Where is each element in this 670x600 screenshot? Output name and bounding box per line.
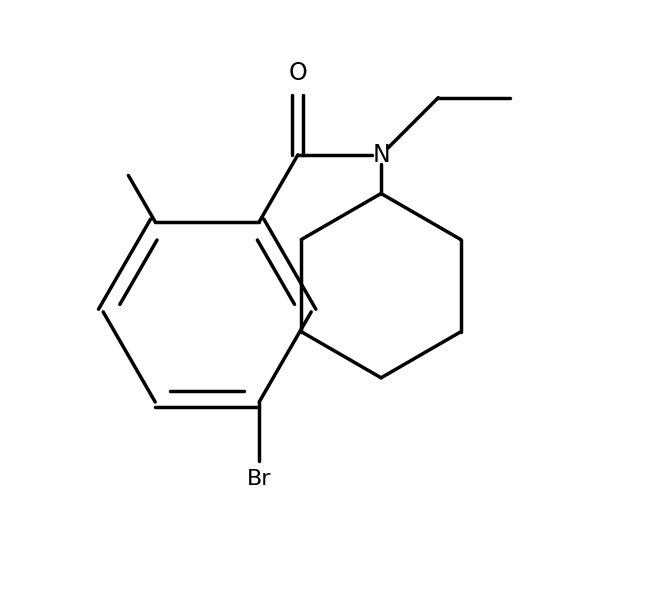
Text: N: N	[373, 143, 390, 167]
Text: O: O	[289, 61, 308, 85]
Text: Br: Br	[247, 469, 271, 488]
